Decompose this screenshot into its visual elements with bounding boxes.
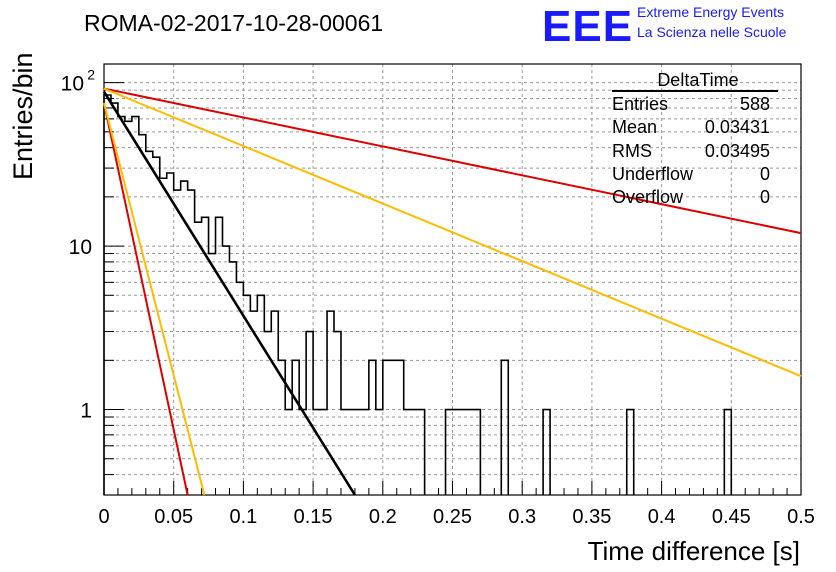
stats-label: Mean xyxy=(612,117,658,138)
x-tick-label: 0.35 xyxy=(572,506,611,528)
logo-line-1: Extreme Energy Events xyxy=(637,4,785,20)
stats-title: DeltaTime xyxy=(612,70,778,92)
x-tick-label: 0.1 xyxy=(229,506,257,528)
fit-lines xyxy=(102,87,802,496)
x-tick-label: 0.15 xyxy=(294,506,333,528)
fit-line-orange xyxy=(103,102,206,496)
logo-line-2: La Scienza nelle Scuole xyxy=(637,24,787,40)
fit-line-red xyxy=(103,102,189,496)
y-tick-exponent: 2 xyxy=(87,67,95,83)
stats-value: 588 xyxy=(739,94,770,114)
x-tick-label: 0.05 xyxy=(154,506,193,528)
fit-line-orange xyxy=(103,87,802,378)
stats-box: DeltaTime Entries 588 Mean 0.03431 RMS 0.03… xyxy=(612,70,778,209)
axis-ticks xyxy=(103,82,802,496)
y-axis-label: Entries/bin xyxy=(8,52,38,180)
stats-row: Overflow 0 xyxy=(612,186,778,209)
stats-value: 0 xyxy=(759,187,770,208)
y-tick-label: 1 xyxy=(80,400,92,423)
x-tick-labels: 0 0.05 0.1 0.15 0.2 0.25 0.3 0.35 0.4 0.45 0.5 xyxy=(98,506,814,528)
x-tick-label: 0.45 xyxy=(712,506,751,528)
x-tick-label: 0.2 xyxy=(369,506,397,528)
stats-label: Overflow xyxy=(612,187,684,208)
fit-line-black xyxy=(102,91,357,496)
x-tick-label: 0.3 xyxy=(508,506,536,528)
y-tick-label: 10 xyxy=(61,73,84,96)
x-tick-label: 0.5 xyxy=(787,506,815,528)
eee-logo: EEE xyxy=(542,2,634,51)
x-tick-label: 0 xyxy=(98,506,109,528)
y-tick-label: 10 xyxy=(69,236,92,259)
stats-value: 0.03431 xyxy=(704,117,770,138)
histogram-steps xyxy=(103,94,733,495)
chart-title: ROMA-02-2017-10-28-00061 xyxy=(84,10,384,36)
stats-label: Underflow xyxy=(612,163,694,184)
stats-row: Underflow 0 xyxy=(612,163,778,186)
stats-label: RMS xyxy=(612,140,652,161)
stats-label: Entries xyxy=(612,94,669,114)
stats-row: RMS 0.03495 xyxy=(612,140,778,163)
fit-line-red xyxy=(103,87,802,235)
x-axis-label: Time difference [s] xyxy=(587,536,800,566)
x-tick-label: 0.4 xyxy=(648,506,676,528)
stats-row: Mean 0.03431 xyxy=(612,116,778,139)
stats-row: Entries 588 xyxy=(612,93,778,116)
x-tick-label: 0.25 xyxy=(433,506,472,528)
stats-value: 0.03495 xyxy=(704,140,770,161)
stats-value: 0 xyxy=(759,163,770,184)
